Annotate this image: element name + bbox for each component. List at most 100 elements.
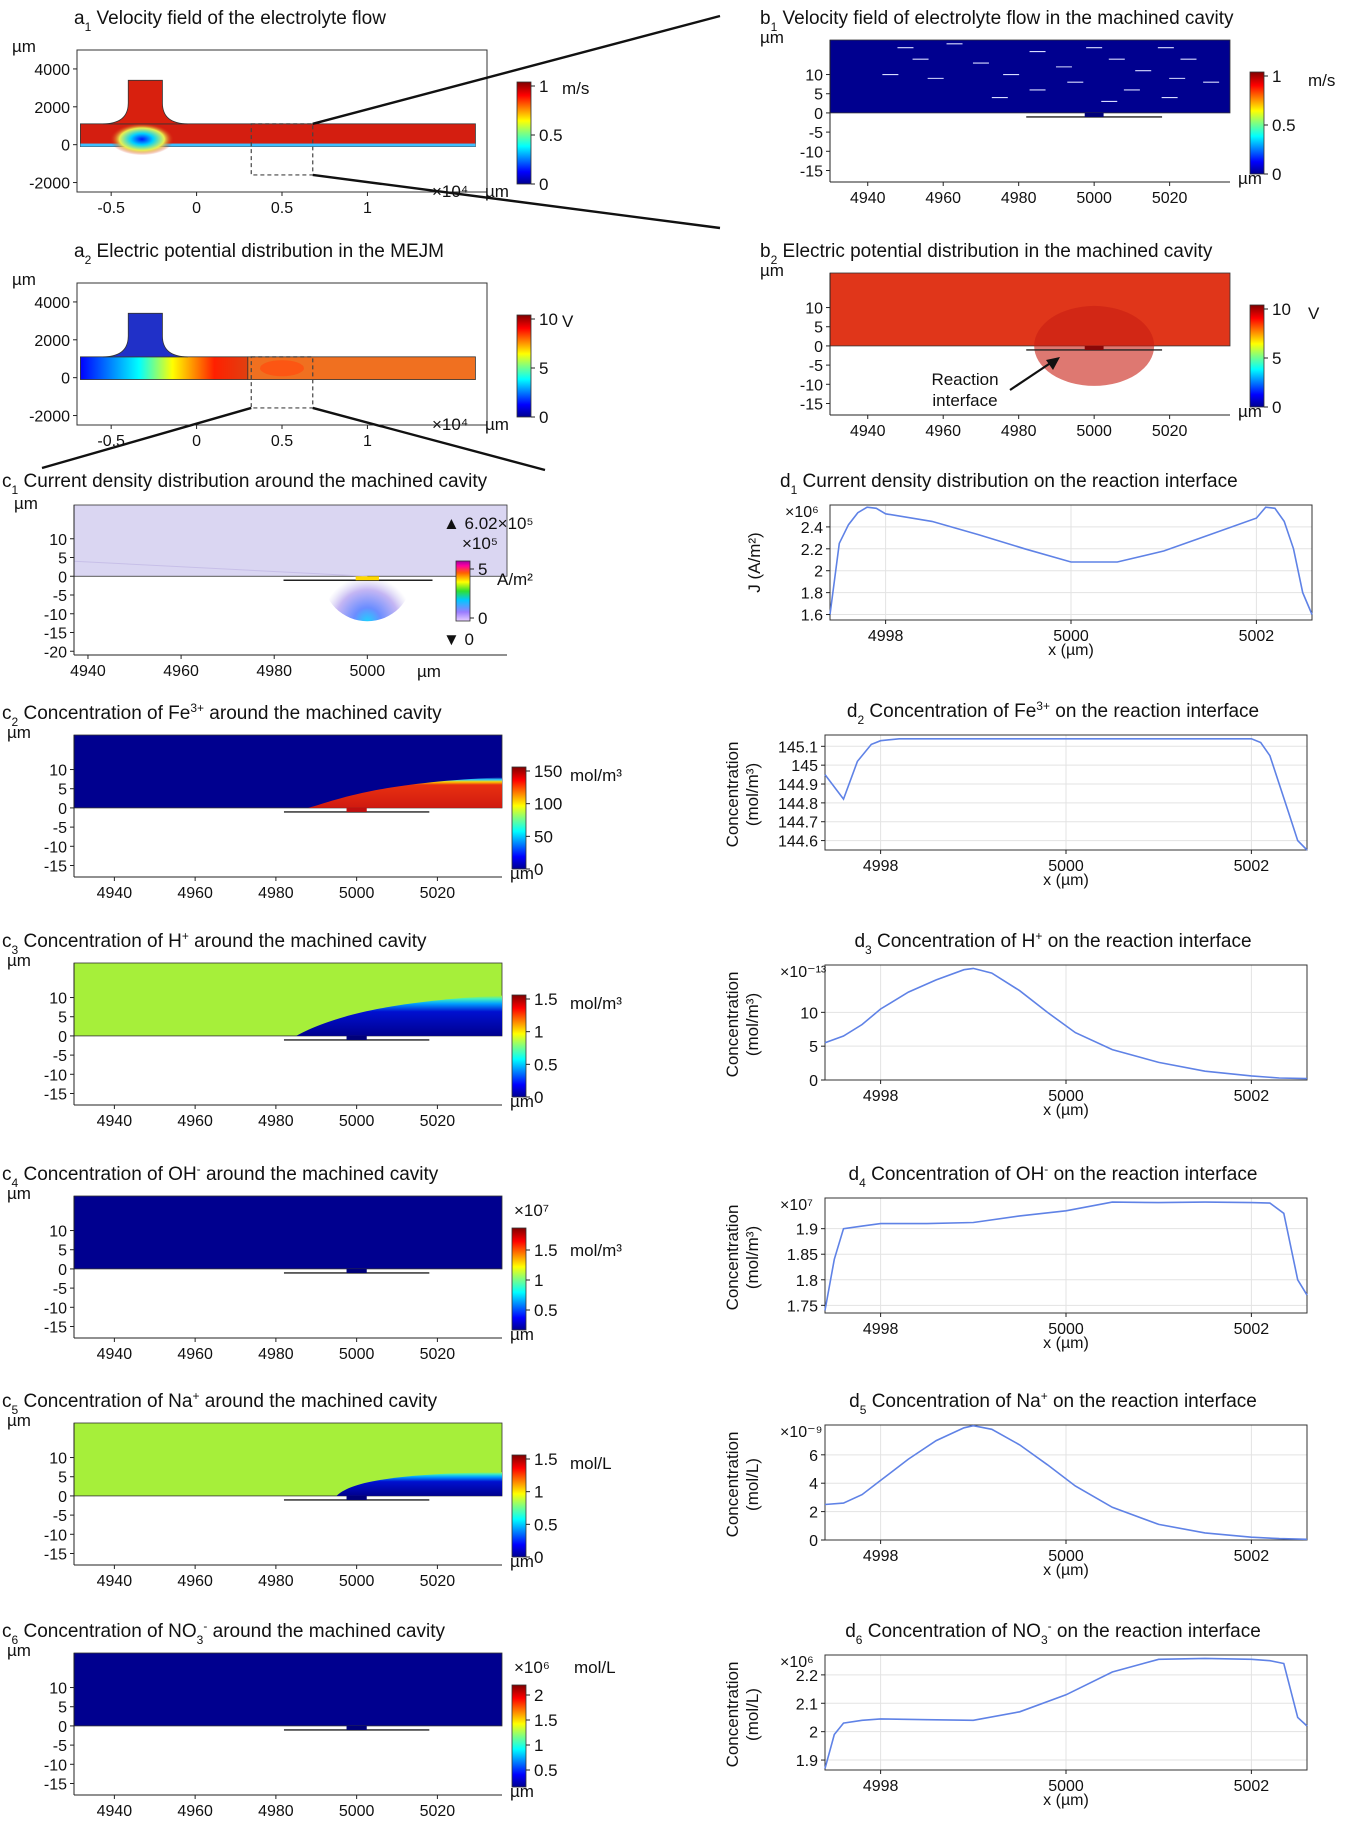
ion-charge: + [192,1389,199,1403]
x-tick-label: 4980 [1001,423,1037,440]
panel-index: 6 [12,1633,19,1647]
x-tick-label: 1 [363,200,372,217]
panel-title: d1 Current density distribution on the r… [780,471,1238,497]
axis-unit: µm [7,1411,31,1430]
panel-title: c6 Concentration of NO3- around the mach… [2,1619,445,1647]
y-tick-label: -2000 [29,176,70,193]
y-tick-label: -5 [53,1738,67,1755]
x-tick-label: 5000 [1048,1088,1084,1105]
x-scale-label: ×10⁴ [432,415,468,434]
y-tick-label: 1.8 [796,1273,818,1290]
y-tick-label: -10 [44,839,67,856]
machined-cavity [346,1495,367,1500]
fluid-domain [73,1652,503,1727]
y-tick-label: 1.9 [796,1222,818,1239]
axis-unit: µm [12,270,36,289]
panel-title-text: on the reaction interface [1048,1391,1257,1412]
y-tick-label: 2.2 [796,1668,818,1685]
nozzle-jet [102,312,189,358]
x-tick-label: 5000 [1048,1548,1084,1565]
x-tick-label: 4960 [177,885,213,902]
y-axis-label: Concentration [723,742,742,848]
y-tick-label: -15 [44,858,67,875]
x-tick-label: 4998 [863,1548,899,1565]
colorbar-tick-label: 1.5 [534,1241,558,1260]
panel-d1: d1 Current density distribution on the r… [745,471,1313,659]
y-tick-label: 2.2 [801,542,823,559]
panel-title: a1 Velocity field of the electrolyte flo… [74,8,386,34]
y-tick-label: -15 [44,1319,67,1336]
panel-index: 5 [12,1403,19,1417]
x-tick-label: 4940 [97,1573,133,1590]
y-tick-label: 10 [800,1005,818,1022]
x-tick-label: 4980 [258,1346,294,1363]
colorbar-unit: A/m² [497,570,533,589]
colorbar-tick-label: 0 [539,408,548,427]
y-tick-label: 0 [58,569,67,586]
series-line [824,967,1308,1080]
y-tick-label: 10 [49,763,67,780]
panel-a2: a2 Electric potential distribution in th… [12,241,574,450]
panel-letter: a [74,8,85,29]
panel-title: c5 Concentration of Na+ around the machi… [2,1389,438,1417]
colorbar-tick-label: 0.5 [539,126,563,145]
x-tick-label: 5000 [1076,423,1112,440]
colorbar-min: ▼ 0 [443,630,474,649]
y-scale-label: ×10⁶ [780,1654,814,1671]
y-tick-label: 1.75 [787,1298,818,1315]
fe-plume [308,777,502,808]
panel-letter: d [845,1621,856,1642]
x-tick-label: 0.5 [271,433,293,450]
panel-title: b2 Electric potential distribution in th… [760,241,1213,267]
x-unit: µm [417,662,441,681]
y-scale-label: ×10⁻¹³ [780,964,827,981]
panel-letter: d [854,931,865,952]
colorbar [516,81,532,185]
panel-title-text: Concentration of Na [18,1391,193,1412]
panel-index: 5 [860,1403,867,1417]
panel-title: a2 Electric potential distribution in th… [74,241,444,267]
colorbar-unit: V [1308,304,1320,323]
y-tick-label: 10 [49,1681,67,1698]
y-tick-label: -2000 [29,409,70,426]
colorbar-unit: mol/m³ [570,994,622,1013]
panel-title-text: Concentration of H [18,931,182,952]
x-scale-label: ×10⁴ [432,182,468,201]
y-axis-label: Concentration [723,1205,742,1311]
y-tick-label: 0 [814,106,823,123]
x-tick-label: 5002 [1239,628,1275,645]
y-tick-label: -10 [800,377,823,394]
y-tick-label: -10 [800,144,823,161]
x-tick-label: 1 [363,433,372,450]
y-tick-label: -15 [44,626,67,643]
zoom-box [250,123,314,176]
ion-charge: 3+ [190,701,204,715]
panel-title-text: around the machined cavity [189,931,427,952]
colorbar [455,560,471,622]
ion-charge: - [203,1619,207,1633]
wall-layer [80,143,476,147]
panel-letter: c [2,703,12,724]
axis-unit: µm [14,494,38,513]
annotation-arrowhead [1046,357,1060,370]
panel-index: 1 [85,20,92,34]
colorbar-tick-label: 10 [539,310,558,329]
x-tick-label: 0 [192,200,201,217]
x-tick-label: 5000 [1048,858,1084,875]
channel-potential-right [247,356,476,380]
x-tick-label: 4980 [256,663,292,680]
colorbar-scale: ×10⁵ [462,534,498,553]
na-depletion-plume [336,1472,502,1496]
panel-title-text: around the machined cavity [199,1391,437,1412]
y-tick-label: 2 [809,1725,818,1742]
panel-index: 3 [12,943,19,957]
y-tick-label: -10 [44,1757,67,1774]
cavity-hotspot [260,360,304,377]
x-tick-label: -0.5 [97,200,125,217]
y-tick-label: 5 [58,1470,67,1487]
x-tick-label: 4980 [1001,190,1037,207]
panel-d2: d2 Concentration of Fe3+ on the reaction… [723,699,1308,889]
x-tick-label: 0.5 [271,200,293,217]
y-tick-label: -15 [44,1546,67,1563]
